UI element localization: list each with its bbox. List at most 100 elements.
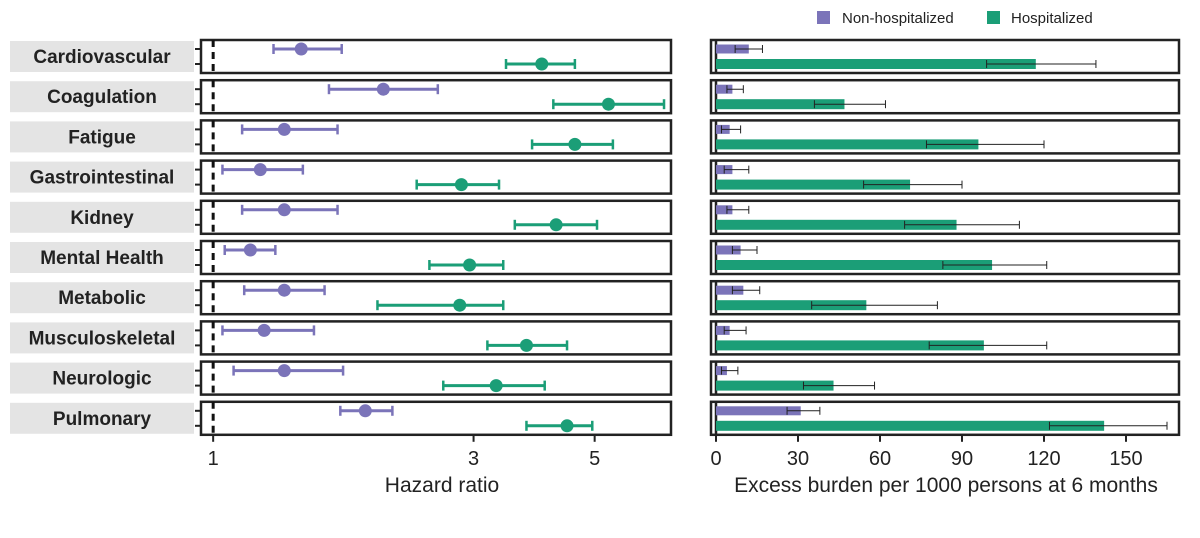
bar-row-panel — [709, 38, 1181, 75]
bar — [716, 219, 957, 230]
forest-row-panel — [195, 159, 673, 195]
point-estimate — [535, 57, 549, 71]
x-tick-label: 0 — [710, 448, 721, 470]
excess-burden-bar-chart: 0 30 60 90 120 150 — [709, 38, 1181, 470]
category-label: Neurologic — [52, 369, 152, 390]
x-tick-label: 30 — [787, 448, 809, 470]
excess-burden-axis-title: Excess burden per 1000 persons at 6 mont… — [734, 474, 1158, 497]
category-label-bg — [10, 282, 194, 314]
bar-row-panel — [709, 279, 1181, 316]
point-estimate — [257, 323, 271, 337]
category-label-bg — [10, 41, 194, 72]
hazard-ratio-forest-plot: 1 3 5 — [195, 38, 673, 470]
forest-row-panel — [195, 360, 673, 396]
point-estimate — [489, 379, 503, 393]
bar-row-panel — [709, 119, 1181, 155]
x-tick-label: 150 — [1109, 448, 1142, 470]
bar — [716, 380, 834, 391]
bar — [716, 99, 845, 110]
x-tick-label: 60 — [869, 448, 891, 470]
forest-panel-frame — [199, 159, 673, 195]
point-estimate — [358, 404, 372, 418]
category-label: Gastrointestinal — [30, 168, 175, 189]
category-label: Fatigue — [68, 127, 136, 148]
forest-panel-frame — [199, 400, 673, 437]
point-estimate — [568, 137, 582, 151]
bar — [716, 179, 911, 190]
forest-row-panel — [195, 78, 673, 115]
point-estimate — [549, 218, 563, 232]
forest-panel-frame — [199, 279, 673, 316]
category-label-bg — [10, 362, 194, 394]
category-label: Cardiovascular — [33, 47, 171, 68]
point-estimate — [454, 178, 468, 192]
x-tick-label: 1 — [208, 448, 219, 470]
legend: Non-hospitalized Hospitalized — [817, 10, 1093, 27]
bar — [716, 245, 741, 255]
forest-row-panel — [195, 320, 673, 356]
point-estimate — [294, 42, 308, 56]
forest-panel-frame — [199, 78, 673, 115]
category-label: Mental Health — [40, 248, 164, 269]
bar-row-panel — [709, 360, 1181, 396]
category-label-bg — [10, 201, 194, 233]
category-label-bg — [10, 242, 194, 273]
point-estimate — [277, 122, 291, 136]
x-tick-label: 5 — [589, 448, 600, 470]
bar-row-panel — [709, 159, 1181, 195]
forest-row-panel — [195, 400, 673, 437]
bar — [716, 325, 730, 335]
point-estimate — [277, 283, 291, 297]
category-labels: Cardiovascular Coagulation Fatigue Gastroin… — [10, 41, 194, 434]
bar — [716, 420, 1105, 431]
forest-row-panel — [195, 199, 673, 236]
category-label-bg — [10, 121, 194, 153]
bar — [716, 205, 733, 215]
bar — [716, 59, 1036, 69]
forest-row-panel — [195, 38, 673, 75]
point-estimate — [519, 338, 533, 352]
point-estimate — [560, 419, 574, 433]
point-estimate — [601, 97, 615, 111]
forest-row-panel — [195, 239, 673, 276]
point-estimate — [277, 364, 291, 378]
bar — [716, 300, 867, 311]
forest-panel-frame — [199, 199, 673, 236]
point-estimate — [463, 258, 477, 272]
category-label: Musculoskeletal — [29, 328, 176, 349]
category-label: Coagulation — [47, 87, 157, 108]
bar — [716, 406, 801, 416]
legend-swatch — [987, 11, 1000, 24]
x-tick-label: 3 — [468, 448, 479, 470]
category-label: Metabolic — [58, 288, 146, 309]
bar-panel-frame — [709, 78, 1181, 115]
category-label-bg — [10, 402, 194, 434]
bar-row-panel — [709, 320, 1181, 356]
bar-row-panel — [709, 239, 1181, 276]
legend-swatch — [817, 11, 830, 24]
x-tick-label: 90 — [951, 448, 973, 470]
category-label-bg — [10, 322, 194, 354]
category-label: Pulmonary — [53, 409, 152, 430]
point-estimate — [277, 203, 291, 217]
forest-panel-frame — [199, 360, 673, 396]
bar — [716, 44, 749, 54]
bar-row-panel — [709, 78, 1181, 115]
legend-label: Hospitalized — [1011, 10, 1093, 27]
point-estimate — [376, 82, 390, 96]
legend-label: Non-hospitalized — [842, 10, 954, 27]
category-label-bg — [10, 81, 194, 113]
bar — [716, 84, 733, 94]
point-estimate — [253, 163, 267, 177]
forest-row-panel — [195, 119, 673, 155]
point-estimate — [453, 298, 467, 312]
bar-row-panel — [709, 400, 1181, 437]
forest-row-panel — [195, 279, 673, 316]
bar-row-panel — [709, 199, 1181, 236]
category-label-bg — [10, 161, 194, 193]
point-estimate — [243, 243, 257, 257]
forest-panel-frame — [199, 38, 673, 75]
bar — [716, 285, 744, 295]
forest-panel-frame — [199, 320, 673, 356]
